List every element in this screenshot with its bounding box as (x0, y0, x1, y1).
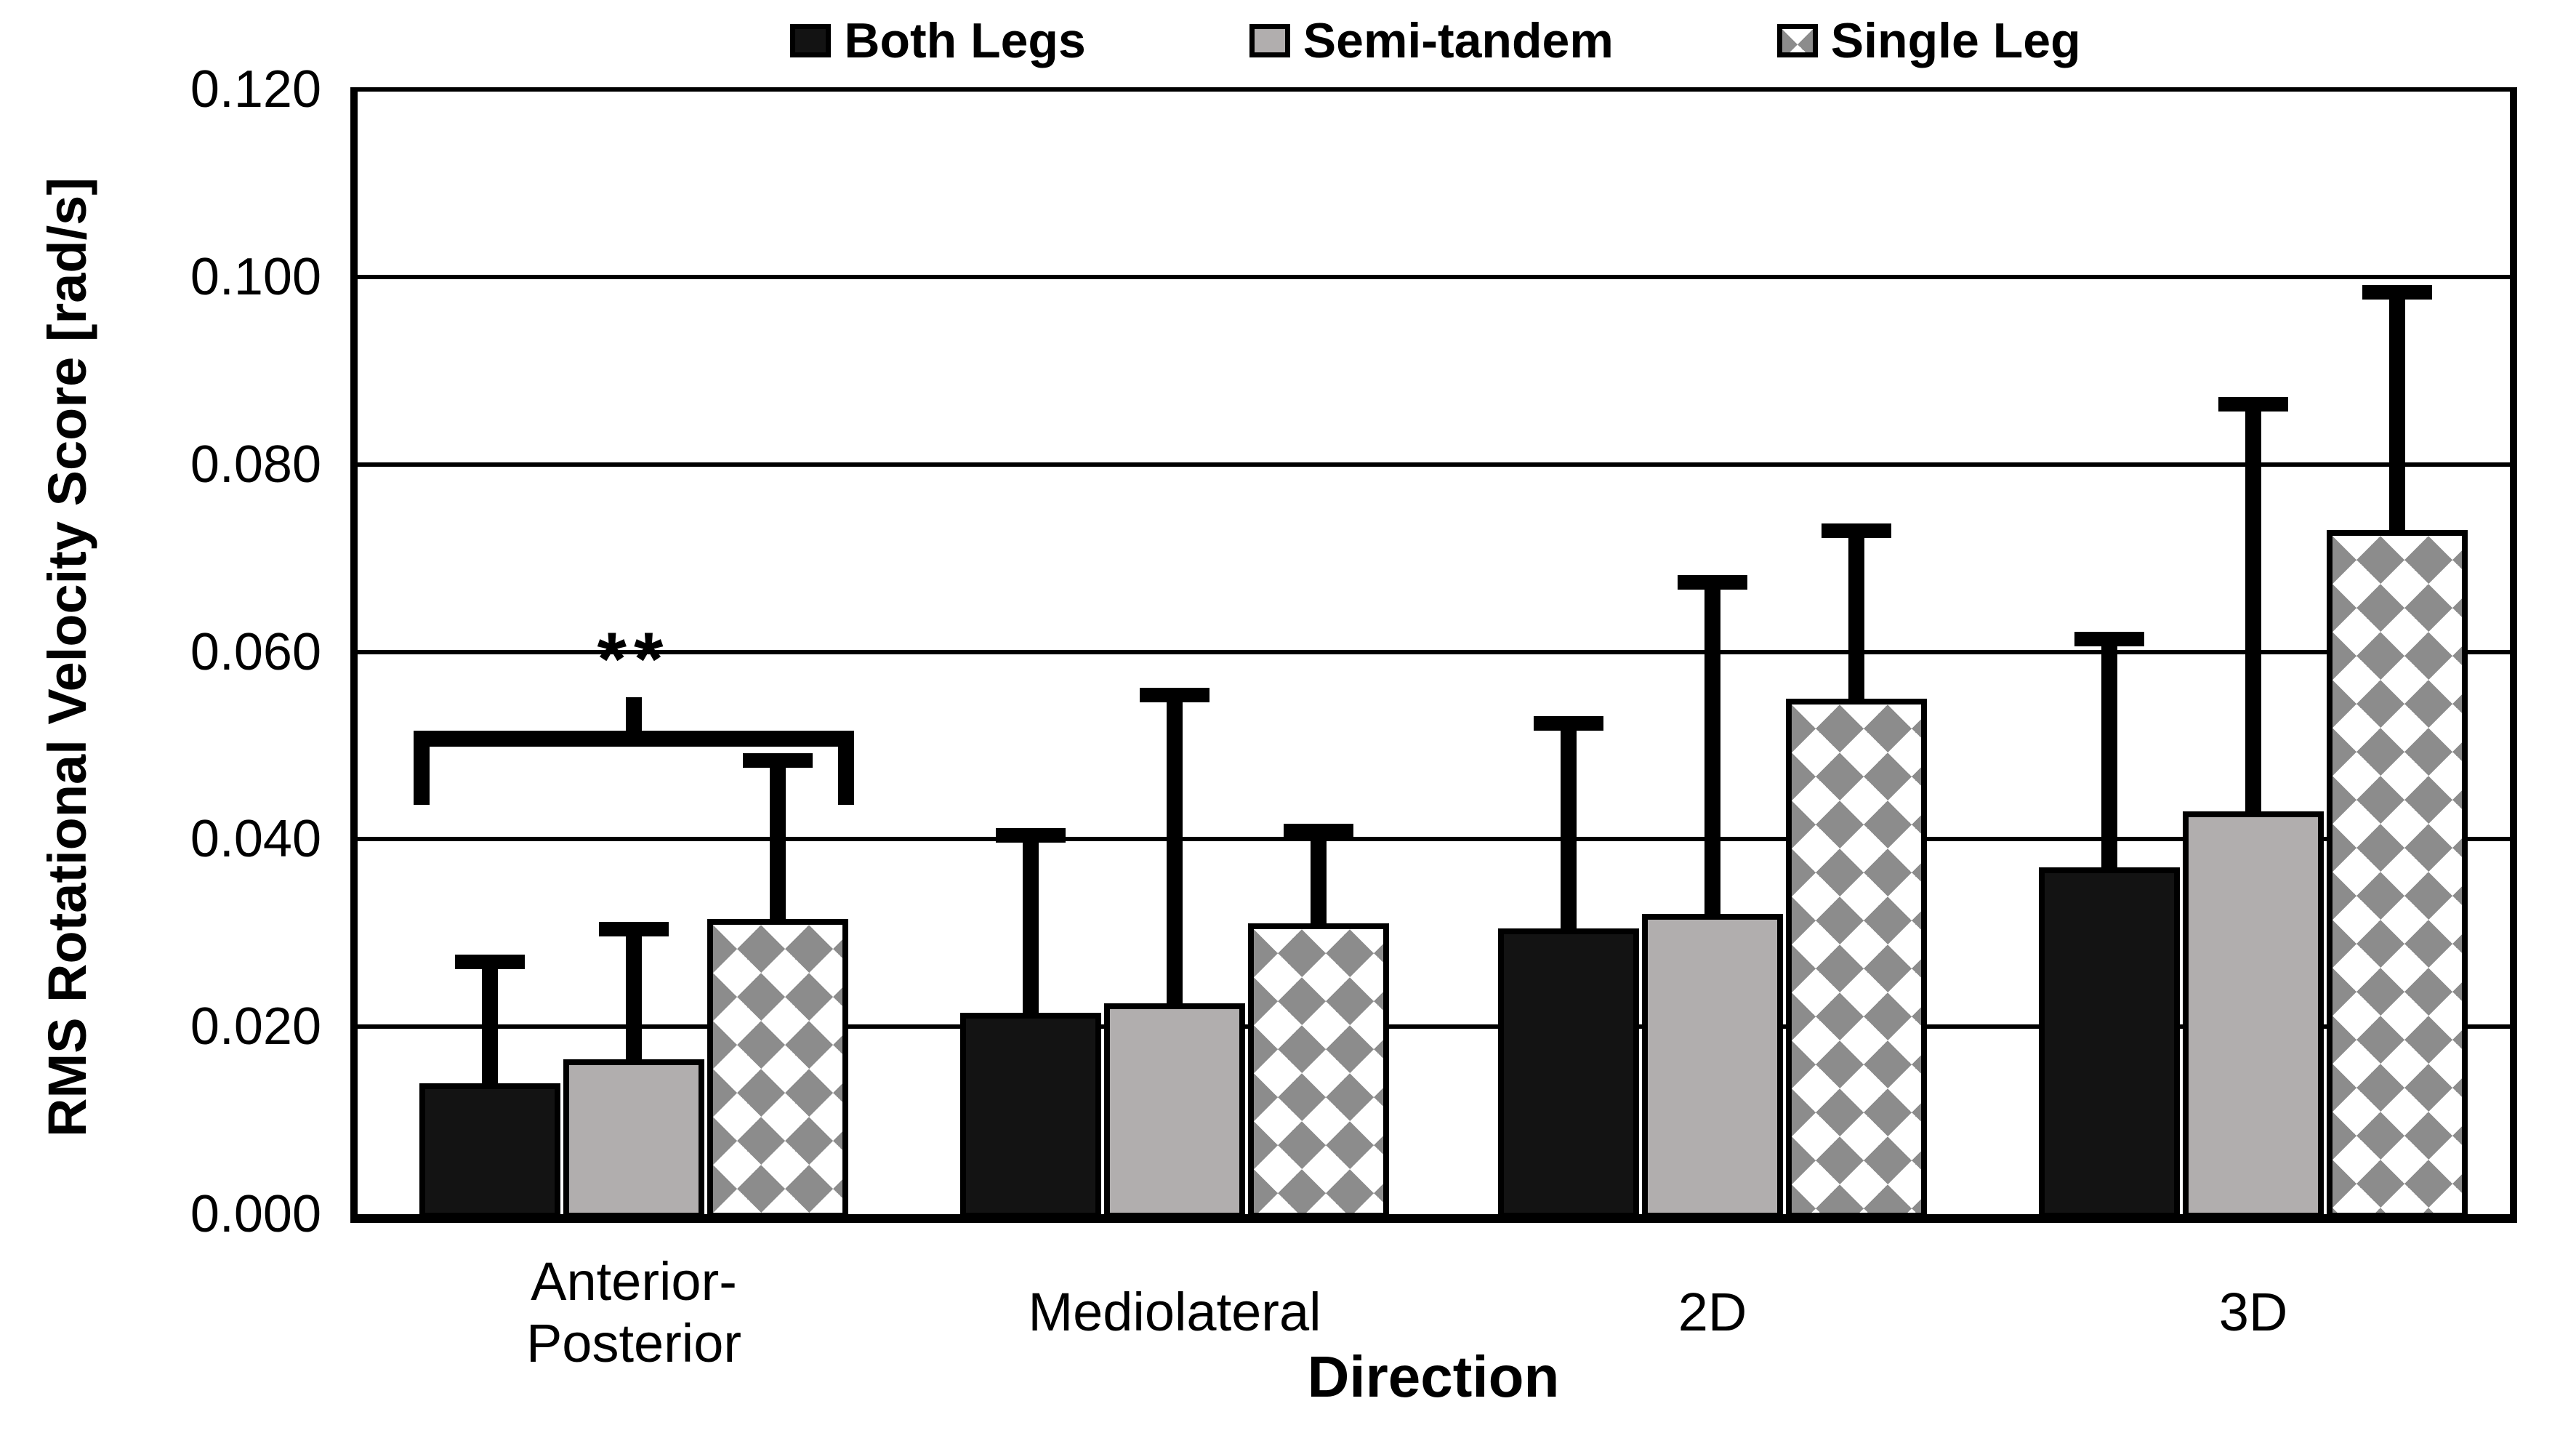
gridline (350, 1024, 2517, 1029)
error-bar-cap (1822, 523, 1891, 539)
error-bar-cap (1678, 575, 1747, 590)
error-bar-cap (2074, 631, 2144, 646)
bar-semi-tandem (1104, 1003, 1245, 1219)
bar-single-leg (2327, 529, 2468, 1219)
error-bar-cap (599, 922, 669, 937)
error-bar-stem (482, 956, 498, 1083)
error-bar-stem (1848, 525, 1864, 699)
legend-label: Single Leg (1830, 13, 2081, 68)
legend-item: Both Legs (790, 12, 1086, 69)
gridline (350, 462, 2517, 467)
bar-both-legs (960, 1012, 1101, 1219)
bar-single-leg (1786, 698, 1927, 1219)
plot-right-border (2510, 89, 2517, 1223)
bar-semi-tandem (2183, 811, 2324, 1219)
bar-semi-tandem (563, 1059, 704, 1219)
legend-label: Both Legs (844, 13, 1086, 68)
x-category-label: Anterior- Posterior (526, 1251, 742, 1373)
x-axis-line (350, 1214, 2517, 1223)
legend: Both Legs Semi-tandem Single Leg (354, 6, 2517, 76)
bar-semi-tandem (1642, 914, 1783, 1219)
error-bar-stem (1561, 717, 1577, 928)
y-tick-label: 0.100 (190, 247, 321, 306)
bar-both-legs (1498, 928, 1639, 1219)
error-bar-cap (1140, 688, 1209, 703)
sig-bracket-center-nub (626, 697, 642, 731)
error-bar-stem (2245, 398, 2261, 811)
legend-item: Single Leg (1776, 12, 2081, 69)
bar-both-legs (2039, 867, 2180, 1219)
y-axis-title: RMS Rotational Velocity Score [rad/s] (37, 177, 97, 1137)
gridline (350, 87, 2517, 92)
error-bar-cap (996, 828, 1066, 843)
error-bar-cap (1284, 823, 1353, 838)
error-bar-stem (626, 923, 642, 1060)
y-tick-label: 0.080 (190, 435, 321, 494)
y-tick-label: 0.000 (190, 1185, 321, 1243)
y-tick-label: 0.120 (190, 60, 321, 119)
bar-both-legs (419, 1083, 560, 1219)
legend-item: Semi-tandem (1249, 12, 1614, 69)
sig-bracket-right-end (838, 731, 854, 805)
x-category-label: 2D (1678, 1282, 1747, 1343)
sig-bracket-left-end (414, 731, 430, 805)
error-bar-cap (1534, 715, 1603, 731)
solid-gray-icon (1249, 24, 1290, 57)
error-bar-stem (770, 755, 786, 919)
error-bar-stem (1023, 830, 1039, 1013)
error-bar-stem (1167, 689, 1183, 1003)
significance-label: ** (597, 617, 671, 702)
diamond-pattern-icon (1776, 24, 1818, 57)
error-bar-stem (1704, 577, 1720, 915)
gridline (350, 837, 2517, 842)
x-category-label: Mediolateral (1028, 1282, 1321, 1343)
bar-single-leg (707, 918, 848, 1219)
legend-label: Semi-tandem (1303, 13, 1614, 68)
x-category-label: 3D (2218, 1282, 2288, 1343)
bar-single-leg (1248, 923, 1389, 1219)
error-bar-cap (455, 955, 525, 970)
error-bar-cap (2362, 284, 2432, 300)
error-bar-stem (2101, 633, 2117, 867)
error-bar-cap (743, 753, 813, 768)
solid-black-icon (790, 24, 832, 57)
sig-bracket-line (414, 731, 854, 747)
y-axis-line (350, 89, 358, 1223)
error-bar-cap (2218, 397, 2288, 412)
error-bar-stem (1311, 824, 1327, 924)
error-bar-stem (2389, 286, 2405, 530)
gridline (350, 649, 2517, 654)
y-tick-label: 0.020 (190, 998, 321, 1056)
y-tick-label: 0.060 (190, 622, 321, 681)
gridline (350, 274, 2517, 279)
x-axis-title: Direction (1307, 1344, 1560, 1409)
y-tick-label: 0.040 (190, 810, 321, 869)
